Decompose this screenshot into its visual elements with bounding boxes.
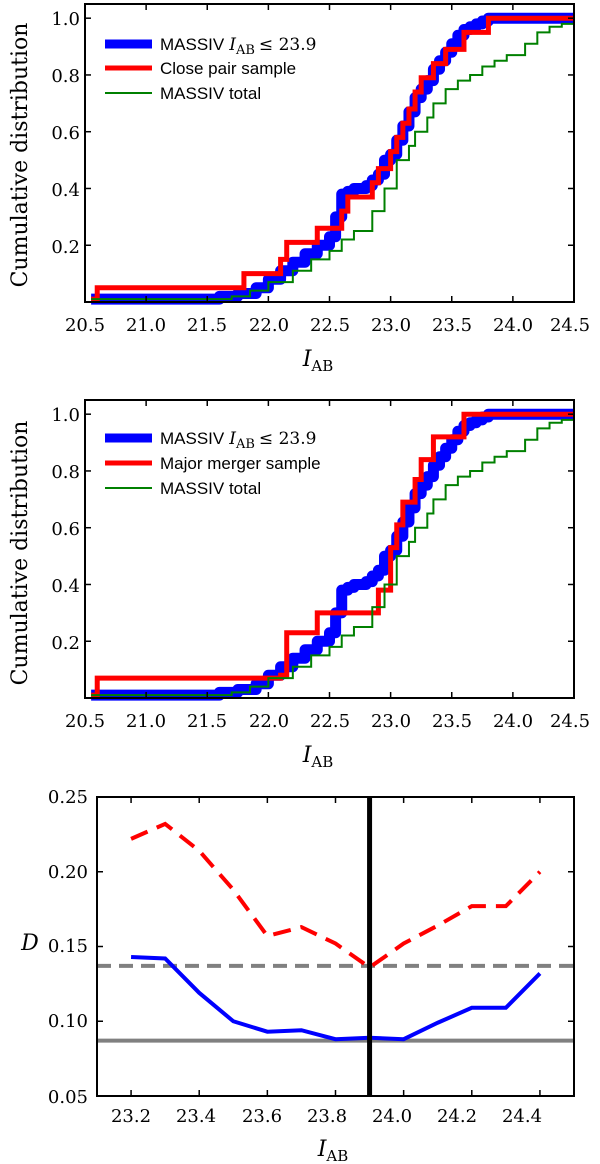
x-tick-label: 20.5 [65,315,105,336]
x-tick-label: 22.5 [310,711,350,732]
y-tick-label: 1.0 [51,405,80,426]
series-line-0 [130,821,542,970]
series-line-0 [91,12,574,305]
plot-frame [84,399,575,699]
x-tick-label: 24.4 [502,1106,542,1127]
y-tick-label: 1.0 [51,9,80,30]
y-tick-label: 0.6 [51,123,80,144]
x-tick-label: 21.5 [187,315,227,336]
x-axis-label: IAB [302,347,334,375]
x-axis-label: IAB [302,743,334,771]
x-tick-label: 22.0 [249,315,289,336]
legend-label-massiv-total: MASSIV total [160,479,261,498]
y-tick-labels: 0.2 0.4 0.6 0.8 1.0 [51,405,80,654]
x-tick-label: 24.0 [493,315,533,336]
legend-label-massiv-total: MASSIV total [160,84,261,103]
x-tick-label: 23.4 [176,1106,216,1127]
x-tick-label: 23.2 [111,1106,151,1127]
x-tick-label: 21.0 [126,711,166,732]
series-line-2 [91,418,574,697]
series-line-1 [91,15,574,302]
legend: MASSIV IAB ≤ 23.9 Major merger sample MASS… [105,429,321,498]
x-tick-label: 21.5 [187,711,227,732]
x-tick-labels: 23.2 23.4 23.6 23.8 24.0 24.2 24.4 [111,1106,542,1127]
y-axis-label: Cumulative distribution [8,23,33,288]
series-line-1 [91,411,574,698]
panel-major-merger: Cumulative distribution 20.5 21.0 21.5 2… [8,399,590,771]
y-tick-label: 0.25 [48,787,88,808]
y-tick-label: 0.10 [48,1011,88,1032]
x-tick-label: 22.0 [249,711,289,732]
legend-label-massiv-bright: MASSIV IAB ≤ 23.9 [160,35,316,58]
y-tick-labels: 0.05 0.10 0.15 0.20 0.25 [48,787,88,1108]
series-line-2 [91,22,574,301]
panel-ks-statistic: D 23.2 23.4 23.6 23.8 24.0 24.2 24.4 0.0… [20,787,575,1164]
series-line-1 [130,954,542,1042]
y-tick-label: 0.2 [51,633,80,654]
y-tick-label: 0.8 [51,66,80,87]
legend-label-pair-sample: Close pair sample [160,59,296,78]
plot-frame [84,3,575,303]
x-tick-label: 23.5 [432,315,472,336]
plot-frame [96,796,575,1097]
y-tick-label: 0.8 [51,462,80,483]
plot-area [84,399,575,701]
y-tick-label: 0.2 [51,237,80,258]
y-tick-label: 0.4 [51,576,80,597]
x-tick-labels: 20.5 21.0 21.5 22.0 22.5 23.0 23.5 24.0 … [65,315,590,336]
x-tick-label: 24.0 [372,1106,412,1127]
y-axis-label: D [20,931,39,956]
x-tick-label: 24.0 [493,711,533,732]
x-tick-label: 23.6 [242,1106,282,1127]
panel-close-pair: Cumulative distribution 20.5 21.0 21.5 2… [8,3,590,375]
legend: MASSIV IAB ≤ 23.9 Close pair sample MASSIV… [105,35,316,103]
x-tick-label: 24.5 [550,315,590,336]
legend-label-massiv-bright: MASSIV IAB ≤ 23.9 [160,429,316,452]
x-axis-label: IAB [317,1137,349,1164]
x-tick-labels: 20.5 21.0 21.5 22.0 22.5 23.0 23.5 24.0 … [65,711,590,732]
x-tick-label: 24.2 [437,1106,477,1127]
plot-area [96,796,575,1097]
y-tick-label: 0.05 [48,1087,88,1108]
y-tick-labels: 0.2 0.4 0.6 0.8 1.0 [51,9,80,258]
x-tick-label: 21.0 [126,315,166,336]
x-tick-label: 23.5 [432,711,472,732]
y-tick-label: 0.6 [51,519,80,540]
x-tick-label: 23.0 [371,315,411,336]
x-tick-label: 20.5 [65,711,105,732]
y-tick-label: 0.4 [51,180,80,201]
y-tick-label: 0.20 [48,862,88,883]
legend-label-major-merger: Major merger sample [160,454,321,473]
y-tick-label: 0.15 [48,936,88,957]
plot-area [84,3,575,305]
y-axis-label: Cumulative distribution [8,421,33,686]
x-tick-label: 22.5 [310,315,350,336]
x-tick-label: 24.5 [550,711,590,732]
x-tick-label: 23.0 [371,711,411,732]
x-tick-label: 23.8 [307,1106,347,1127]
